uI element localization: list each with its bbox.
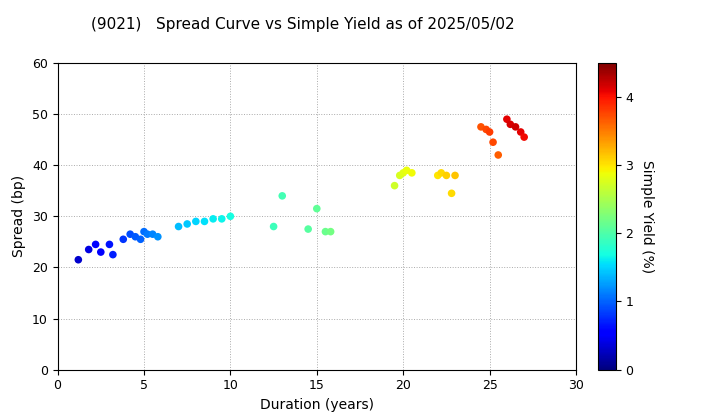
Point: [152, 234, 163, 240]
Point: [394, 172, 405, 179]
Point: [406, 170, 418, 176]
Point: [117, 236, 129, 243]
Point: [181, 220, 193, 227]
Point: [107, 251, 119, 258]
Point: [505, 121, 516, 128]
Point: [449, 172, 461, 179]
Point: [475, 123, 487, 130]
Point: [104, 241, 115, 248]
Point: [73, 256, 84, 263]
Point: [518, 134, 530, 140]
Point: [90, 241, 102, 248]
Point: [147, 231, 158, 238]
Point: [130, 234, 141, 240]
Point: [199, 218, 210, 225]
Point: [95, 249, 107, 255]
Point: [397, 170, 409, 176]
Point: [480, 126, 492, 133]
Point: [492, 152, 504, 158]
Point: [216, 215, 228, 222]
Point: [436, 170, 447, 176]
Point: [401, 167, 413, 173]
Point: [225, 213, 236, 220]
Point: [83, 246, 94, 253]
Y-axis label: Simple Yield (%): Simple Yield (%): [640, 160, 654, 273]
Point: [510, 123, 521, 130]
Point: [142, 231, 153, 238]
Point: [311, 205, 323, 212]
Point: [135, 236, 146, 243]
Point: [484, 129, 495, 135]
Point: [190, 218, 202, 225]
Point: [487, 139, 499, 146]
Point: [441, 172, 452, 179]
Point: [501, 116, 513, 123]
Point: [173, 223, 184, 230]
Point: [125, 231, 136, 238]
Point: [207, 215, 219, 222]
Y-axis label: Spread (bp): Spread (bp): [12, 175, 27, 257]
Point: [389, 182, 400, 189]
Point: [302, 226, 314, 232]
Point: [515, 129, 526, 135]
X-axis label: Duration (years): Duration (years): [260, 398, 374, 412]
Text: (9021)   Spread Curve vs Simple Yield as of 2025/05/02: (9021) Spread Curve vs Simple Yield as o…: [91, 17, 514, 32]
Point: [276, 192, 288, 199]
Point: [138, 228, 150, 235]
Point: [325, 228, 336, 235]
Point: [320, 228, 331, 235]
Point: [268, 223, 279, 230]
Point: [446, 190, 457, 197]
Point: [432, 172, 444, 179]
